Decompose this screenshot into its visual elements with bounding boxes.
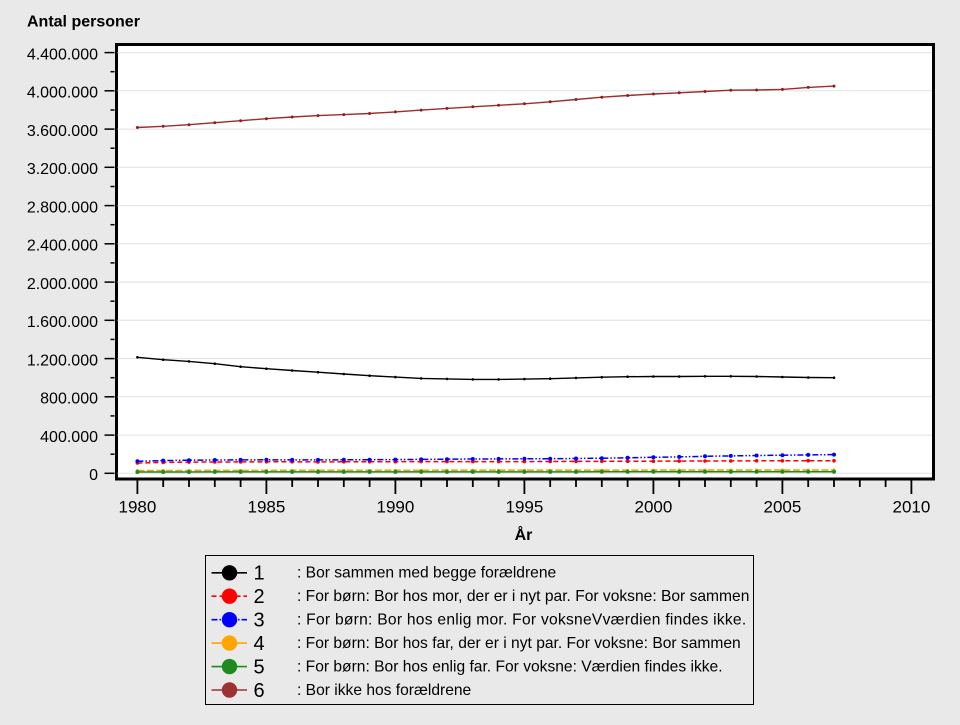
svg-text:1.200.000: 1.200.000 <box>27 352 98 369</box>
svg-text:: Bor ikke hos forældrene: : Bor ikke hos forældrene <box>297 682 471 699</box>
svg-text:6: 6 <box>254 680 265 702</box>
svg-text:: For børn: Bor hos mor, der e: : For børn: Bor hos mor, der er i nyt pa… <box>297 588 749 605</box>
svg-text:4.000.000: 4.000.000 <box>27 85 98 102</box>
svg-text:1: 1 <box>254 563 265 585</box>
svg-text:2005: 2005 <box>763 498 801 517</box>
svg-text:: Bor sammen med begge forældr: : Bor sammen med begge forældrene <box>297 565 556 582</box>
svg-text:1.600.000: 1.600.000 <box>27 314 98 331</box>
svg-text:1990: 1990 <box>376 498 414 517</box>
svg-text:4.400.000: 4.400.000 <box>27 46 98 63</box>
svg-text:800.000: 800.000 <box>40 391 98 408</box>
svg-text:Antal personer: Antal personer <box>27 13 140 30</box>
svg-text:2.400.000: 2.400.000 <box>27 238 98 255</box>
svg-text:400.000: 400.000 <box>40 429 98 446</box>
svg-text:4: 4 <box>254 633 265 655</box>
svg-text:: For børn: Bor hos enlig mor.: : For børn: Bor hos enlig mor. For voksn… <box>297 612 746 629</box>
svg-text:0: 0 <box>89 467 98 484</box>
svg-text:3.200.000: 3.200.000 <box>27 161 98 178</box>
svg-text:3: 3 <box>254 610 265 632</box>
svg-text:1995: 1995 <box>505 498 543 517</box>
svg-text:2000: 2000 <box>634 498 672 517</box>
svg-text:2010: 2010 <box>892 498 930 517</box>
svg-text:3.600.000: 3.600.000 <box>27 123 98 140</box>
svg-text:1980: 1980 <box>118 498 156 517</box>
svg-text:2.000.000: 2.000.000 <box>27 276 98 293</box>
svg-text:: For børn: Bor hos far, der e: : For børn: Bor hos far, der er i nyt pa… <box>297 635 741 652</box>
svg-text:5: 5 <box>254 656 265 678</box>
svg-text:2.800.000: 2.800.000 <box>27 199 98 216</box>
svg-text:: For børn: Bor hos enlig far.: : For børn: Bor hos enlig far. For voksn… <box>297 658 723 675</box>
svg-text:1985: 1985 <box>247 498 285 517</box>
svg-text:År: År <box>515 525 533 544</box>
svg-text:2: 2 <box>254 586 265 608</box>
